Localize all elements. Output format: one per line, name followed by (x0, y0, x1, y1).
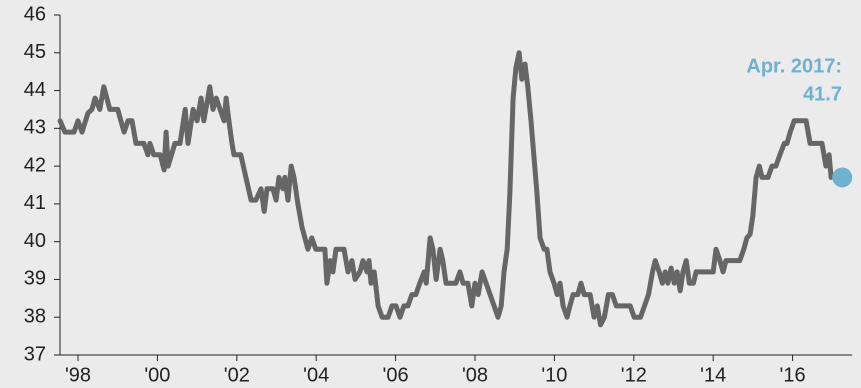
x-tick-label: '04 (303, 364, 329, 386)
series-line (57, 50, 834, 328)
annotation-label: Apr. 2017: (746, 55, 842, 77)
annotation-value: 41.7 (803, 83, 842, 105)
y-tick-label: 44 (24, 79, 46, 101)
x-tick-label: '10 (541, 364, 567, 386)
x-tick-label: '14 (700, 364, 726, 386)
y-tick-label: 37 (24, 343, 46, 365)
x-tick-label: '12 (621, 364, 647, 386)
y-tick-label: 45 (24, 41, 46, 63)
y-tick-label: 42 (24, 154, 46, 176)
highlight-dot (832, 167, 853, 188)
x-tick-label: '06 (383, 364, 409, 386)
y-tick-label: 38 (24, 306, 46, 328)
x-tick-label: '16 (780, 364, 806, 386)
y-tick-label: 46 (24, 3, 46, 25)
y-tick-label: 40 (24, 230, 46, 252)
y-tick-label: 39 (24, 268, 46, 290)
x-tick-label: '02 (224, 364, 250, 386)
x-tick-label: '98 (65, 364, 91, 386)
x-tick-label: '00 (144, 364, 170, 386)
y-tick-label: 43 (24, 117, 46, 139)
y-tick-label: 41 (24, 192, 46, 214)
x-tick-label: '08 (462, 364, 488, 386)
